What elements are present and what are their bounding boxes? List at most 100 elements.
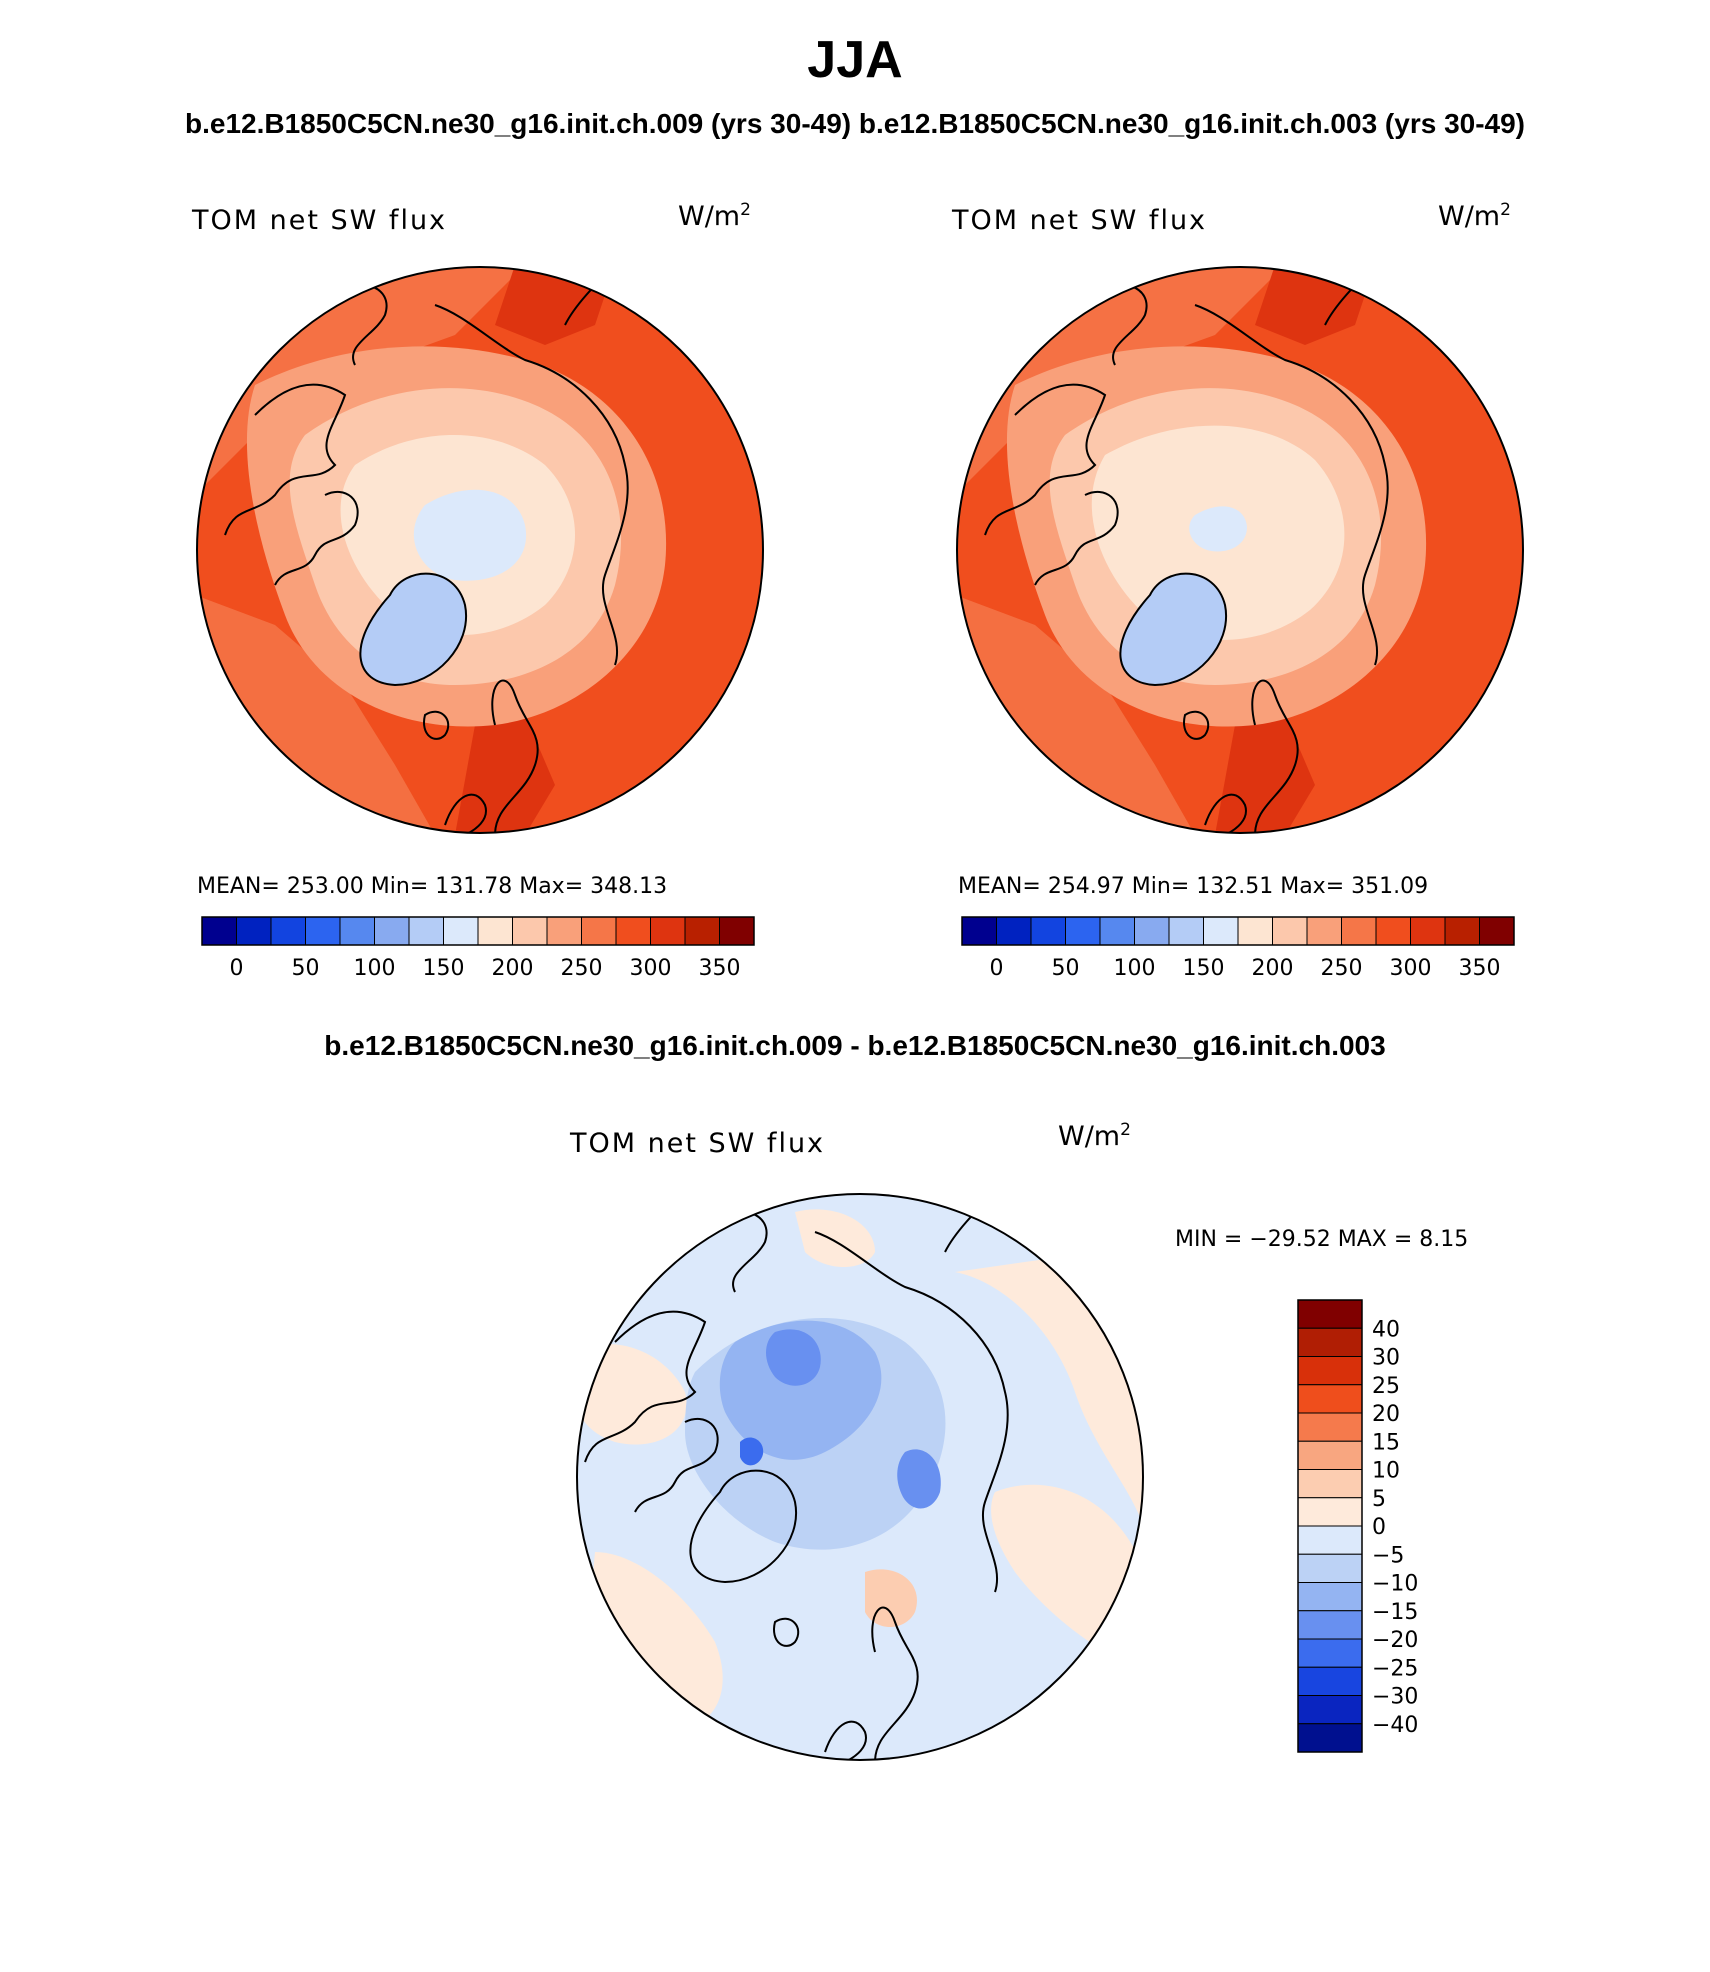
diff-colorbar-swatch bbox=[1297, 1356, 1363, 1386]
greenland-region bbox=[360, 573, 467, 685]
panel-2-colorbar-swatch bbox=[1203, 916, 1239, 946]
panel-1-colorbar-swatch bbox=[201, 916, 237, 946]
panel-1-polar-map bbox=[196, 266, 764, 834]
panel-2-colorbar-tick-label: 150 bbox=[1183, 956, 1225, 981]
diff-panel-stats: MIN = −29.52 MAX = 8.15 bbox=[1175, 1227, 1469, 1252]
panel-2-colorbar-swatch bbox=[1237, 916, 1273, 946]
map-field-region bbox=[1215, 715, 1315, 833]
diff-colorbar-tick-label: −20 bbox=[1372, 1628, 1418, 1653]
panel-2-colorbar-swatch bbox=[1306, 916, 1342, 946]
panel-1-colorbar-tick-label: 0 bbox=[230, 956, 244, 981]
panel-1-colorbar-swatch bbox=[581, 916, 617, 946]
diff-colorbar-swatch bbox=[1297, 1638, 1363, 1668]
diff-colorbar-tick-label: −5 bbox=[1372, 1543, 1404, 1568]
diff-colorbar-swatch bbox=[1297, 1384, 1363, 1414]
panel-1-colorbar-swatch bbox=[546, 916, 582, 946]
panel-2-colorbar-swatch bbox=[1444, 916, 1480, 946]
panel-1-variable-label: TOM net SW flux bbox=[192, 205, 448, 236]
greenland-region bbox=[1120, 573, 1227, 685]
panel-1-units-label: W/m2 bbox=[678, 200, 751, 232]
panel-2-colorbar-swatch bbox=[1410, 916, 1446, 946]
diff-colorbar-swatch bbox=[1297, 1582, 1363, 1612]
panel-2-colorbar-tick-label: 100 bbox=[1114, 956, 1156, 981]
map-field-region bbox=[795, 1209, 875, 1267]
diff-colorbar-tick-label: 0 bbox=[1372, 1515, 1386, 1540]
diff-colorbar-tick-label: −30 bbox=[1372, 1685, 1418, 1710]
diff-colorbar-tick-label: 40 bbox=[1372, 1317, 1400, 1342]
panel-2-colorbar-swatch bbox=[1099, 916, 1135, 946]
diff-panel-units-label: W/m2 bbox=[1058, 1120, 1131, 1152]
panel-2-units-label: W/m2 bbox=[1438, 200, 1511, 232]
diff-colorbar-swatch bbox=[1297, 1440, 1363, 1470]
coastlines bbox=[984, 267, 1389, 833]
panel-2-colorbar-swatch bbox=[1065, 916, 1101, 946]
diff-colorbar-swatch bbox=[1297, 1723, 1363, 1753]
difference-polar-map bbox=[576, 1193, 1144, 1761]
panel-2-colorbar-frame bbox=[961, 916, 1515, 946]
panel-2-colorbar-tick-label: 0 bbox=[990, 956, 1004, 981]
diff-colorbar-tick-label: 10 bbox=[1372, 1459, 1400, 1484]
map-field-region bbox=[1189, 506, 1247, 552]
panel-1-colorbar-tick-label: 200 bbox=[492, 956, 534, 981]
panel-1-colorbar: 0 50 100 150 200 250 300 350 bbox=[201, 916, 755, 981]
panel-2-stats: MEAN= 254.97 Min= 132.51 Max= 351.09 bbox=[958, 874, 1429, 899]
diff-colorbar-swatch bbox=[1297, 1610, 1363, 1640]
diff-colorbar-swatch bbox=[1297, 1469, 1363, 1499]
panel-1-colorbar-tick-label: 350 bbox=[699, 956, 741, 981]
coastlines bbox=[584, 1194, 1009, 1760]
panel-1-colorbar-swatch bbox=[512, 916, 548, 946]
panel-2-colorbar-swatch bbox=[1375, 916, 1411, 946]
cases-subtitle: b.e12.B1850C5CN.ne30_g16.init.ch.009 (yr… bbox=[184, 108, 1526, 139]
panel-1-colorbar-swatch bbox=[408, 916, 444, 946]
diff-colorbar-tick-label: 20 bbox=[1372, 1402, 1400, 1427]
panel-1-colorbar-swatch bbox=[305, 916, 341, 946]
diff-colorbar-swatch bbox=[1297, 1525, 1363, 1555]
panel-2-colorbar-swatch bbox=[1134, 916, 1170, 946]
difference-subtitle: b.e12.B1850C5CN.ne30_g16.init.ch.009 - b… bbox=[324, 1030, 1386, 1061]
panel-2-colorbar-swatch bbox=[1168, 916, 1204, 946]
map-field-region bbox=[455, 715, 555, 833]
map-outline bbox=[576, 1193, 1144, 1761]
map-outline bbox=[956, 266, 1524, 834]
figure-title: JJA bbox=[807, 31, 903, 89]
panel-1-colorbar-tick-label: 100 bbox=[354, 956, 396, 981]
diff-colorbar-tick-label: 15 bbox=[1372, 1430, 1400, 1455]
panel-2-colorbar-swatch bbox=[961, 916, 997, 946]
difference-colorbar: 40 30 25 20 15 10 5 0 −5 −10 −15 −20 −25 −30 −40 bbox=[1297, 1299, 1418, 1753]
diff-colorbar-swatch bbox=[1297, 1299, 1363, 1329]
map-field-region bbox=[719, 1320, 882, 1460]
panel-2-colorbar-tick-label: 200 bbox=[1252, 956, 1294, 981]
diff-panel-variable-label: TOM net SW flux bbox=[570, 1128, 826, 1159]
map-outline bbox=[196, 266, 764, 834]
panel-1-colorbar-frame bbox=[201, 916, 755, 946]
panel-1-stats: MEAN= 253.00 Min= 131.78 Max= 348.13 bbox=[197, 874, 668, 899]
panel-1-colorbar-swatch bbox=[719, 916, 755, 946]
diff-colorbar-frame bbox=[1297, 1299, 1363, 1753]
panel-2-polar-map bbox=[956, 266, 1524, 834]
map-field-region bbox=[577, 1344, 687, 1445]
diff-colorbar-swatch bbox=[1297, 1412, 1363, 1442]
map-field-region bbox=[897, 1449, 941, 1509]
panel-2-colorbar-tick-label: 50 bbox=[1052, 956, 1080, 981]
panel-2-colorbar-swatch bbox=[1479, 916, 1515, 946]
panel-1-colorbar-swatch bbox=[270, 916, 306, 946]
panel-2-colorbar-swatch bbox=[1030, 916, 1066, 946]
panel-1-colorbar-swatch bbox=[443, 916, 479, 946]
panel-2-colorbar: 0 50 100 150 200 250 300 350 bbox=[961, 916, 1515, 981]
panel-1-colorbar-swatch bbox=[236, 916, 272, 946]
panel-2-colorbar-swatch bbox=[996, 916, 1032, 946]
diff-colorbar-swatch bbox=[1297, 1666, 1363, 1696]
diff-colorbar-swatch bbox=[1297, 1695, 1363, 1725]
panel-1-colorbar-swatch bbox=[339, 916, 375, 946]
diff-colorbar-swatch bbox=[1297, 1553, 1363, 1583]
diff-colorbar-tick-label: −10 bbox=[1372, 1572, 1418, 1597]
panel-1-colorbar-tick-label: 300 bbox=[630, 956, 672, 981]
panel-2-colorbar-swatch bbox=[1341, 916, 1377, 946]
panel-1-colorbar-swatch bbox=[374, 916, 410, 946]
panel-1-colorbar-swatch bbox=[684, 916, 720, 946]
map-field-region bbox=[413, 489, 527, 581]
panel-2-colorbar-tick-label: 350 bbox=[1459, 956, 1501, 981]
map-field-region bbox=[740, 1437, 764, 1466]
panel-2-variable-label: TOM net SW flux bbox=[952, 205, 1208, 236]
panel-2-colorbar-swatch bbox=[1272, 916, 1308, 946]
